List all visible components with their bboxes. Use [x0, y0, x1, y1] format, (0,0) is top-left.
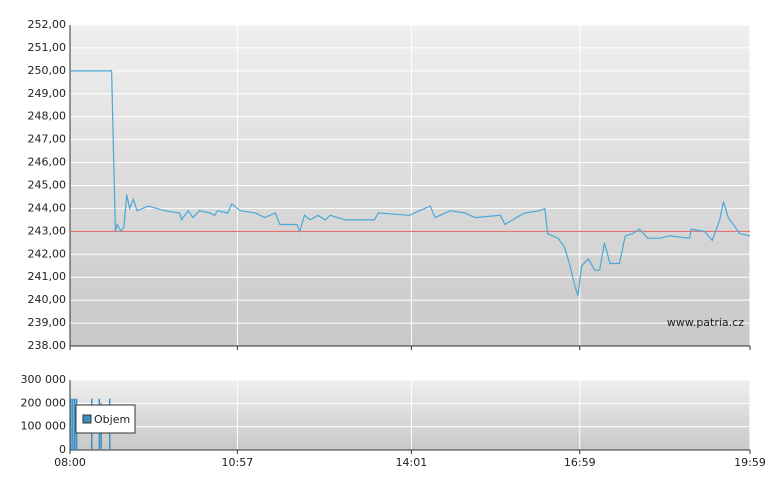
y-tick-label: 239,00	[28, 316, 67, 329]
y-tick-label: 241,00	[28, 270, 67, 283]
x-tick-label: 19:59	[734, 456, 766, 469]
y-tick-label: 300 000	[21, 373, 67, 386]
y-tick-label: 252,00	[28, 18, 67, 31]
y-tick-label: 243,00	[28, 224, 67, 237]
volume-plot-area	[70, 380, 750, 450]
volume-bar	[73, 398, 76, 450]
y-tick-label: 251,00	[28, 41, 67, 54]
legend-label: Objem	[94, 413, 130, 426]
watermark: www.patria.cz	[667, 316, 744, 329]
y-tick-label: 0	[59, 443, 66, 456]
y-tick-label: 246,00	[28, 156, 67, 169]
legend-swatch	[82, 414, 92, 424]
y-tick-label: 100 000	[21, 420, 67, 433]
y-tick-label: 247,00	[28, 133, 67, 146]
x-tick-label: 16:59	[564, 456, 596, 469]
x-tick-label: 14:01	[396, 456, 428, 469]
y-tick-label: 244,00	[28, 201, 67, 214]
y-tick-label: 200 000	[21, 396, 67, 409]
y-tick-label: 242,00	[28, 247, 67, 260]
y-tick-label: 238.00	[28, 339, 67, 352]
volume-bar	[72, 398, 74, 450]
y-tick-label: 245,00	[28, 179, 67, 192]
x-tick-label: 10:57	[222, 456, 254, 469]
y-tick-label: 240,00	[28, 293, 67, 306]
legend-box	[75, 404, 136, 434]
volume-bar	[70, 398, 72, 450]
y-tick-label: 249,00	[28, 87, 67, 100]
price-line	[70, 70, 751, 296]
x-tick-label: 08:00	[54, 456, 86, 469]
y-tick-label: 250,00	[28, 64, 67, 77]
y-tick-label: 248,00	[28, 110, 67, 123]
